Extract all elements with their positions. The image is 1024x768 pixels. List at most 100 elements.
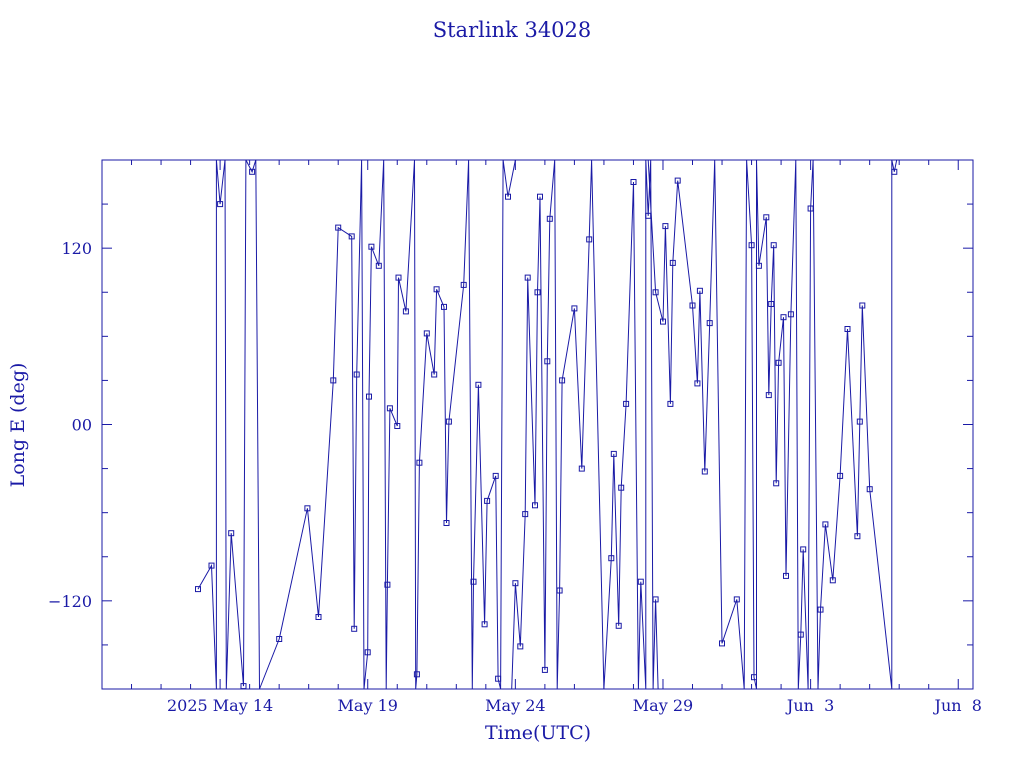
x-axis-ticks: 2025 May 14 May 19 May 24 May 29 Jun 3 Jun 8: [131, 160, 982, 715]
x-tick-label: Jun 8: [933, 696, 982, 715]
data-point: [623, 400, 630, 407]
data-point: [475, 381, 482, 388]
data-point: [783, 572, 789, 579]
data-point: [402, 308, 409, 315]
data-point: [701, 468, 708, 475]
data-point: [524, 274, 531, 281]
x-tick-label: May 24: [485, 696, 545, 715]
data-point: [495, 675, 502, 682]
data-point: [694, 380, 701, 387]
data-point: [586, 236, 593, 243]
data-point: [719, 640, 725, 647]
y-tick-label: −120: [48, 592, 92, 611]
data-point: [443, 520, 450, 526]
data-point: [689, 302, 696, 309]
y-tick-label: 00: [72, 416, 92, 435]
data-point: [217, 201, 224, 208]
data-point: [578, 465, 585, 472]
data-point: [484, 497, 491, 504]
data-point: [208, 562, 215, 569]
data-point: [375, 262, 382, 269]
data-point: [696, 287, 703, 294]
x-axis-label: Time(UTC): [485, 722, 591, 744]
y-axis-label: Long E (deg): [7, 363, 29, 488]
data-point: [532, 502, 538, 509]
data-point: [505, 193, 511, 200]
data-point: [755, 262, 762, 269]
data-point: [571, 305, 578, 312]
data-point: [195, 586, 201, 593]
data-point: [630, 179, 637, 185]
data-point: [891, 168, 898, 175]
data-point: [856, 418, 863, 425]
x-tick-label: May 29: [633, 696, 693, 715]
data-point: [330, 377, 337, 384]
data-point: [423, 330, 430, 337]
data-point: [618, 484, 625, 491]
data-point: [492, 472, 499, 479]
data-point: [807, 205, 814, 212]
data-point: [315, 614, 322, 620]
data-point: [797, 631, 804, 638]
data-point: [534, 289, 541, 296]
y-tick-label: 120: [61, 239, 92, 258]
data-point: [556, 587, 563, 594]
data-point: [335, 224, 342, 231]
data-point: [674, 177, 681, 184]
data-point: [822, 521, 829, 528]
data-point: [662, 223, 669, 230]
data-point: [228, 530, 235, 537]
data-point: [733, 596, 740, 603]
data-point: [546, 215, 553, 222]
data-point: [441, 303, 447, 310]
data-point: [481, 621, 488, 628]
data-point: [445, 418, 452, 425]
data-point: [866, 486, 873, 493]
data-point: [817, 606, 824, 613]
data-point: [837, 472, 844, 479]
data-point: [559, 377, 566, 384]
data-point: [770, 242, 777, 249]
data-point: [669, 259, 676, 266]
series-line-2: [511, 159, 659, 690]
data-point: [800, 546, 807, 553]
data-point: [775, 359, 782, 366]
data-point: [652, 596, 659, 603]
data-point: [660, 318, 666, 325]
x-tick-label: 2025 May 14: [167, 696, 273, 715]
data-point: [780, 314, 787, 321]
data-point: [431, 371, 438, 378]
series-line-3: [647, 159, 898, 690]
data-point: [859, 302, 866, 309]
x-tick-label: Jun 3: [785, 696, 834, 715]
data-point: [394, 423, 401, 429]
data-point: [544, 358, 551, 365]
data-point: [854, 533, 861, 540]
data-point: [637, 578, 644, 585]
data-point: [768, 301, 775, 307]
data-point: [460, 281, 467, 288]
data-point: [844, 326, 851, 332]
data-point: [645, 212, 652, 219]
data-point: [652, 289, 659, 296]
data-point: [765, 392, 772, 399]
data-point: [829, 577, 836, 584]
series-line-1: [197, 159, 516, 690]
y-axis-ticks: 120 00 −120: [48, 159, 973, 690]
data-point: [364, 649, 371, 656]
data-point: [517, 643, 524, 650]
data-point: [386, 405, 393, 412]
data-point: [366, 393, 372, 400]
data-point: [541, 666, 548, 673]
data-point: [615, 622, 622, 629]
data-point: [351, 625, 358, 632]
data-point: [384, 581, 391, 588]
data-point: [787, 311, 794, 318]
data-point: [706, 320, 713, 327]
data-point: [751, 674, 757, 681]
data-point: [470, 578, 477, 585]
data-point: [522, 511, 529, 518]
data-point: [512, 580, 519, 587]
data-point: [667, 400, 674, 407]
